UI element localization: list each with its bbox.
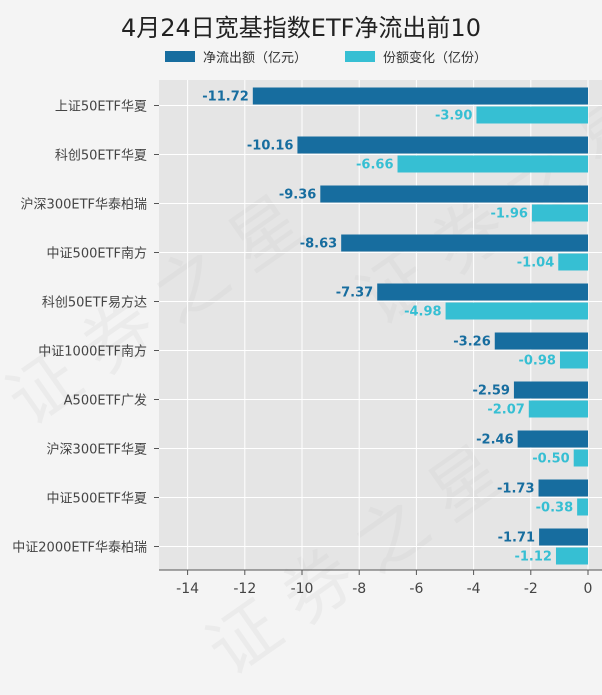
- x-tick-label: -6: [409, 581, 423, 597]
- data-label: -2.46: [476, 433, 513, 448]
- bar-share-change: [555, 547, 588, 565]
- data-label: -0.50: [532, 452, 569, 467]
- category-label: 中证1000ETF南方: [38, 344, 147, 360]
- bar-net-outflow: [297, 136, 588, 154]
- bar-net-outflow: [377, 283, 588, 301]
- category-label: A500ETF广发: [64, 393, 147, 409]
- bar-share-change: [445, 302, 588, 320]
- category-label: 沪深300ETF华泰柏瑞: [21, 197, 147, 213]
- category-label: 上证50ETF华夏: [55, 100, 147, 115]
- data-label: -2.07: [487, 403, 524, 418]
- bar-share-change: [559, 351, 588, 369]
- legend-label: 份额变化（亿份）: [383, 50, 487, 66]
- data-label: -1.04: [517, 256, 554, 271]
- legend-swatch: [345, 51, 375, 62]
- x-tick-label: -8: [352, 581, 366, 597]
- x-tick-label: 0: [584, 581, 593, 597]
- x-tick-label: -12: [233, 581, 256, 597]
- data-label: -1.71: [498, 531, 535, 546]
- category-label: 沪深300ETF华夏: [47, 442, 147, 458]
- bar-net-outflow: [341, 234, 588, 252]
- data-label: -3.26: [453, 335, 490, 350]
- x-tick-label: -14: [176, 581, 199, 597]
- data-label: -7.37: [336, 286, 373, 301]
- data-label: -3.90: [435, 109, 472, 124]
- category-label: 中证500ETF南方: [47, 246, 147, 262]
- x-tick-label: -10: [291, 581, 314, 597]
- bar-share-change: [573, 449, 588, 467]
- data-label: -1.96: [490, 207, 527, 222]
- bar-net-outflow: [539, 528, 588, 546]
- category-label: 科创50ETF华夏: [55, 149, 147, 164]
- data-label: -1.12: [514, 550, 551, 565]
- bar-chart: -14 -12 -10 -8 -6 -4 -2 0 上证50ETF华夏 -11.72 -3.90 科创…: [12, 50, 602, 597]
- data-label: -0.98: [518, 354, 555, 369]
- data-label: -1.73: [497, 482, 534, 497]
- category-label: 中证2000ETF华泰柏瑞: [12, 541, 147, 556]
- x-tick-label: -4: [467, 581, 481, 597]
- bar-share-change: [531, 204, 588, 222]
- bar-net-outflow: [252, 87, 589, 105]
- bar-share-change: [577, 498, 588, 516]
- bar-net-outflow: [538, 479, 588, 497]
- bar-share-change: [528, 400, 588, 418]
- bar-net-outflow: [513, 381, 588, 399]
- data-label: -0.38: [536, 501, 573, 516]
- bar-share-change: [397, 155, 588, 173]
- category-label: 科创50ETF易方达: [42, 295, 147, 311]
- data-label: -11.72: [202, 90, 249, 105]
- data-label: -10.16: [247, 139, 294, 154]
- data-label: -6.66: [356, 158, 393, 173]
- bar-net-outflow: [320, 185, 588, 203]
- data-label: -9.36: [279, 188, 316, 203]
- bar-net-outflow: [517, 430, 588, 448]
- bar-share-change: [558, 253, 588, 271]
- legend-label: 净流出额（亿元）: [203, 51, 307, 66]
- x-tick-label: -2: [524, 581, 538, 597]
- data-label: -4.98: [404, 305, 441, 320]
- bar-net-outflow: [494, 332, 588, 350]
- category-label: 中证500ETF华夏: [47, 492, 147, 507]
- data-label: -2.59: [472, 384, 509, 399]
- chart-title: 4月24日宽基指数ETF净流出前10: [121, 14, 481, 42]
- legend-swatch: [165, 51, 195, 62]
- data-label: -8.63: [300, 237, 337, 252]
- bar-share-change: [476, 106, 588, 124]
